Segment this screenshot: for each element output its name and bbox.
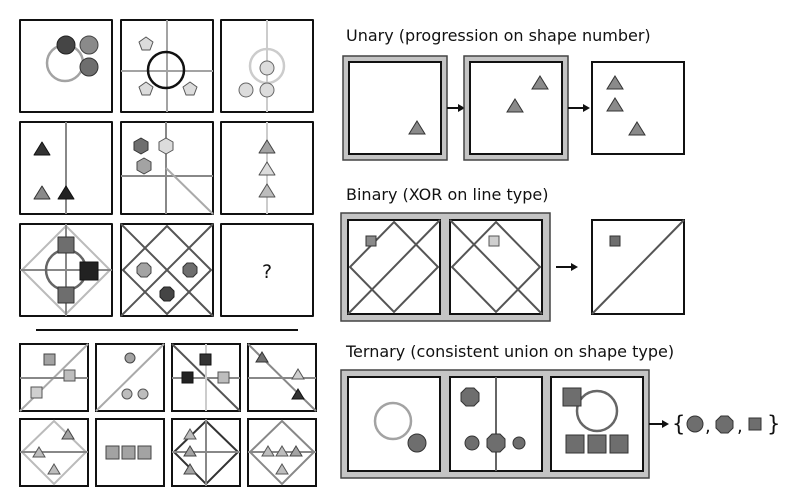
circle-shape: [464, 435, 480, 451]
triangle-shape: [258, 161, 276, 176]
hexagon-shape: [136, 157, 152, 175]
triangle-shape: [57, 185, 75, 200]
square-shape: [562, 387, 582, 407]
octagon-shape: [715, 415, 734, 434]
triangle-shape: [258, 183, 276, 198]
set-comma: ,: [737, 416, 743, 437]
octagon-shape: [182, 262, 198, 278]
ring-shape: [373, 401, 413, 441]
square-shape: [79, 261, 99, 281]
candidate-7: [171, 418, 241, 487]
square-shape: [609, 235, 621, 247]
set-brace-open: {: [672, 412, 685, 436]
candidate-1: [19, 343, 89, 412]
square-shape: [587, 434, 607, 454]
octagon-shape: [159, 286, 175, 302]
square-shape: [565, 434, 585, 454]
triangle-shape: [506, 98, 524, 113]
circle-shape: [259, 82, 275, 98]
hexagon-shape: [133, 137, 149, 155]
panel-r1c2: [120, 19, 214, 113]
set-brace-close: }: [767, 412, 780, 436]
square-shape: [57, 286, 75, 304]
panel-r2c1: [19, 121, 113, 215]
panel-r3c2: [120, 223, 214, 317]
pentagon-shape: [182, 81, 198, 96]
triangle-shape: [606, 97, 624, 112]
square-shape: [57, 236, 75, 254]
panel-r2c2: [120, 121, 214, 215]
circle-shape: [686, 415, 704, 433]
circle-shape: [79, 57, 99, 77]
panel-r1c1: [19, 19, 113, 113]
square-shape: [748, 417, 762, 431]
circle-shape: [56, 35, 76, 55]
candidate-3: [171, 343, 241, 412]
missing-mark: ?: [262, 261, 272, 283]
candidate-4: [247, 343, 317, 412]
triangle-shape: [531, 75, 549, 90]
pentagon-shape: [138, 36, 154, 51]
ternary-example: { , , }: [340, 369, 780, 479]
circle-shape: [512, 436, 526, 450]
panel-r1c3: [220, 19, 314, 113]
circle-shape: [259, 60, 275, 76]
triangle-shape: [628, 121, 646, 136]
octagon-shape: [460, 387, 480, 407]
ternary-title: Ternary (consistent union on shape type): [346, 342, 675, 361]
circle-shape: [238, 82, 254, 98]
unary-title: Unary (progression on shape number): [346, 26, 651, 45]
octagon-shape: [486, 433, 506, 453]
answer-candidates: [19, 343, 317, 487]
ring-shape: [575, 389, 619, 433]
binary-example: [340, 212, 685, 322]
triangle-shape: [33, 185, 51, 200]
square-shape: [365, 235, 377, 247]
set-comma: ,: [705, 416, 711, 437]
candidate-6: [95, 418, 165, 487]
square-shape: [488, 235, 500, 247]
binary-title: Binary (XOR on line type): [346, 185, 549, 204]
unary-example: [342, 55, 685, 161]
candidate-5: [19, 418, 89, 487]
triangle-shape: [33, 141, 51, 156]
panel-r3c3-missing: ?: [220, 223, 314, 317]
circle-shape: [407, 433, 427, 453]
square-shape: [609, 434, 629, 454]
ring-shape: [146, 50, 186, 90]
puzzle-matrix: ?: [19, 19, 314, 317]
triangle-shape: [408, 120, 426, 135]
octagon-shape: [136, 262, 152, 278]
hexagon-shape: [158, 137, 174, 155]
candidate-2: [95, 343, 165, 412]
triangle-shape: [258, 139, 276, 154]
panel-r3c1: [19, 223, 113, 317]
candidate-8: [247, 418, 317, 487]
triangle-shape: [606, 75, 624, 90]
panel-r2c3: [220, 121, 314, 215]
circle-shape: [79, 35, 99, 55]
pentagon-shape: [138, 81, 154, 96]
